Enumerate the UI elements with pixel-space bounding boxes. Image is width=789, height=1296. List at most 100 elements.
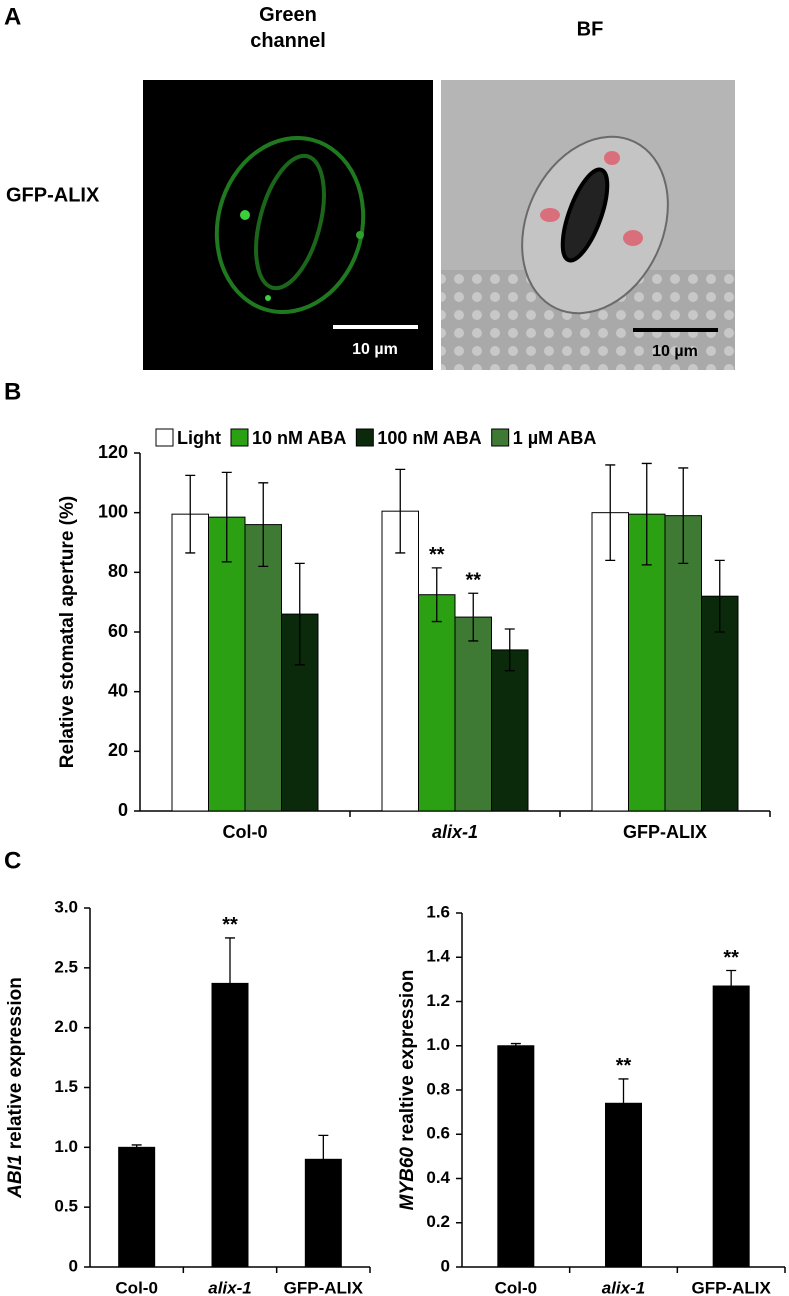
y-tick-label: 1.4 <box>426 947 450 966</box>
y-tick-label: 2.0 <box>54 1017 78 1036</box>
error-bar <box>431 567 442 623</box>
spot <box>356 231 364 239</box>
green-channel-image <box>143 80 433 370</box>
y-tick-label: 20 <box>108 740 128 760</box>
error-bar <box>221 471 232 563</box>
bar <box>171 513 209 812</box>
x-tick-label: alix-1 <box>602 1278 645 1296</box>
y-tick-label: 100 <box>98 501 128 521</box>
chloroplast <box>540 208 560 222</box>
error-bar <box>510 1042 521 1049</box>
y-tick-label: 0.6 <box>426 1124 450 1143</box>
error-bar <box>225 937 235 1030</box>
y-tick-label: 1.6 <box>426 902 450 921</box>
significance: ** <box>723 947 739 969</box>
x-tick-label: alix-1 <box>208 1278 251 1296</box>
y-tick-label: 0.2 <box>426 1212 450 1231</box>
y-tick-label: 120 <box>98 442 128 462</box>
cell-outline <box>214 135 366 315</box>
scale-bar-label: 10 µm <box>652 343 698 360</box>
y-tick-label: 0.8 <box>426 1079 450 1098</box>
y-axis-label: ABI1 relative expression <box>5 977 26 1199</box>
y-axis-label-part: Relative stomatal aperture (%) <box>57 496 78 768</box>
error-bar <box>504 628 515 672</box>
legend-swatch <box>155 428 174 447</box>
y-tick-label: 0 <box>118 800 128 820</box>
bar <box>712 985 750 1268</box>
legend-label: 10 nM ABA <box>252 428 346 448</box>
scale-bar-label: 10 µm <box>352 341 398 358</box>
row-label: GFP-ALIX <box>6 184 100 206</box>
legend-label: 1 µM ABA <box>513 428 597 448</box>
bar <box>491 649 529 812</box>
pore <box>560 167 610 263</box>
legend-swatch <box>491 428 510 447</box>
legend-label: 100 nM ABA <box>377 428 481 448</box>
y-tick-label: 60 <box>108 621 128 641</box>
chloroplast <box>623 230 643 246</box>
legend-swatch <box>230 428 249 447</box>
bar <box>497 1045 535 1268</box>
legend-swatch <box>355 428 374 447</box>
error-bar <box>641 462 652 566</box>
x-tick-label: Col-0 <box>115 1278 158 1296</box>
error-bar <box>258 482 269 568</box>
panel-label: A <box>4 3 21 30</box>
y-tick-label: 0.5 <box>54 1197 78 1216</box>
pore-outline <box>254 153 326 291</box>
image-title: BF <box>577 18 604 40</box>
error-bar <box>605 464 616 562</box>
y-axis-label-part: ABI1 <box>5 1149 26 1199</box>
legend-label: Light <box>177 428 221 448</box>
image-title: Green channel <box>250 4 326 52</box>
error-bar <box>131 1144 142 1151</box>
y-tick-label: 2.5 <box>54 957 78 976</box>
y-tick-label: 0 <box>69 1256 78 1275</box>
y-axis-label: Relative stomatal aperture (%) <box>57 496 78 768</box>
y-tick-label: 40 <box>108 680 128 700</box>
y-tick-label: 1.5 <box>54 1077 78 1096</box>
panel-label: B <box>4 378 21 405</box>
error-bar <box>714 559 725 633</box>
significance: ** <box>429 544 445 566</box>
error-bar <box>185 474 196 554</box>
bar <box>664 515 702 812</box>
y-axis-label-part: realtive expression <box>397 970 418 1142</box>
significance: ** <box>465 569 481 591</box>
x-tick-label: Col-0 <box>223 822 268 842</box>
chloroplast <box>604 151 620 165</box>
y-tick-label: 1.0 <box>54 1137 78 1156</box>
panel-label: C <box>4 847 21 874</box>
y-tick-label: 80 <box>108 561 128 581</box>
x-tick-label: Col-0 <box>495 1278 538 1296</box>
error-bar <box>678 467 689 565</box>
error-bar <box>468 592 479 642</box>
x-tick-label: GFP-ALIX <box>691 1278 771 1296</box>
bar <box>454 616 492 812</box>
x-tick-label: alix-1 <box>432 822 478 842</box>
y-axis-label: MYB60 realtive expression <box>397 970 418 1211</box>
error-bar <box>726 969 737 1003</box>
x-tick-label: GFP-ALIX <box>623 822 707 842</box>
significance: ** <box>222 914 238 936</box>
y-tick-label: 0.4 <box>426 1168 450 1187</box>
error-bar <box>618 1078 629 1129</box>
bar <box>118 1146 156 1268</box>
significance: ** <box>616 1055 632 1077</box>
error-bar <box>395 468 406 554</box>
spot <box>265 295 271 301</box>
y-tick-label: 1.0 <box>426 1035 450 1054</box>
error-bar <box>294 562 305 666</box>
y-tick-label: 1.2 <box>426 991 450 1010</box>
y-tick-label: 3.0 <box>54 897 78 916</box>
bar <box>208 516 246 812</box>
error-bar <box>318 1134 329 1184</box>
y-axis-label-part: relative expression <box>5 977 26 1149</box>
bar <box>211 982 249 1268</box>
y-axis-label-part: MYB60 <box>397 1142 418 1211</box>
bar <box>418 594 456 812</box>
bar <box>381 510 419 812</box>
y-tick-label: 0 <box>441 1256 450 1275</box>
